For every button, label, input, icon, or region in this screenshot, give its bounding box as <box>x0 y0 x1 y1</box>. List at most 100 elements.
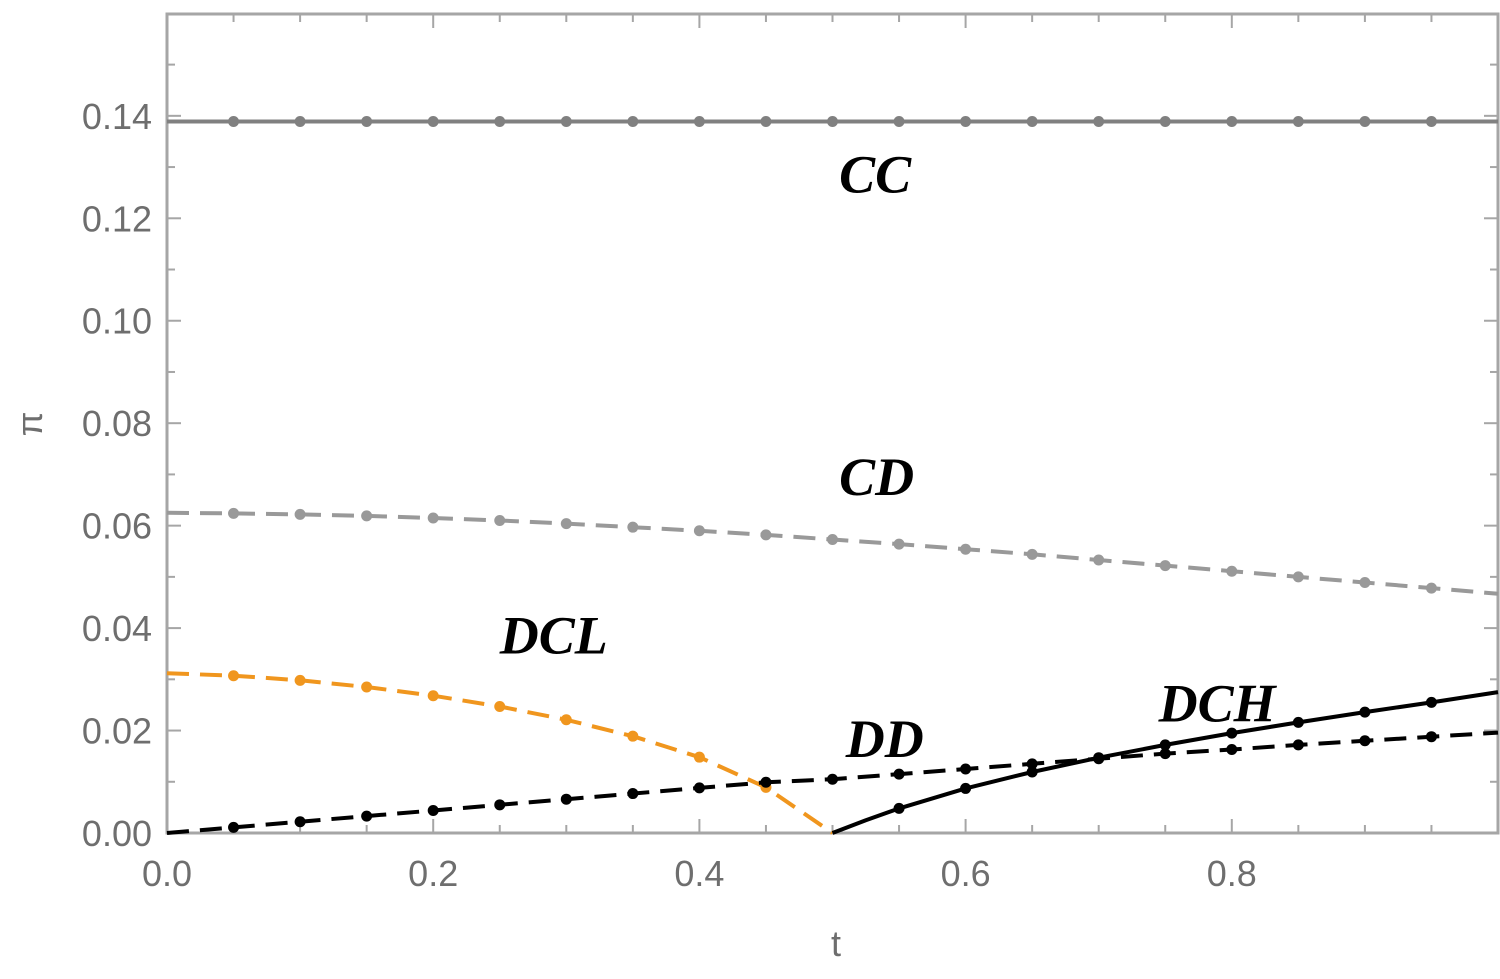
point-cd <box>560 518 572 530</box>
series-label-cc: CC <box>839 145 912 205</box>
point-dd <box>427 804 439 816</box>
point-dd <box>1359 735 1371 747</box>
point-dd <box>294 816 306 828</box>
point-dch <box>960 782 972 794</box>
x-tick-label: 0.2 <box>408 853 458 894</box>
point-cc <box>960 115 972 127</box>
point-dd <box>560 793 572 805</box>
y-axis-title: π <box>9 412 50 437</box>
point-cd <box>893 538 905 550</box>
point-dd <box>827 773 838 785</box>
series-label-dch: DCH <box>1158 673 1278 733</box>
series-labels: CC CD DCL DD DCH <box>499 145 1278 770</box>
series-line-dch <box>831 690 1499 835</box>
point-cc <box>1292 115 1304 127</box>
point-cc <box>1425 115 1437 127</box>
tick-labels: 0.0 0.2 0.4 0.6 0.8 0.00 0.02 0.04 0.06 0.08 0.10 0… <box>82 96 1257 894</box>
point-cc <box>494 115 506 127</box>
point-dch <box>1425 696 1437 708</box>
point-cd <box>1359 577 1371 589</box>
y-tick-label: 0.04 <box>82 608 152 649</box>
y-tick-label: 0.14 <box>82 96 152 137</box>
point-cc <box>1359 115 1371 127</box>
point-cc <box>1159 115 1171 127</box>
point-dch <box>1159 739 1171 751</box>
x-tick-label: 0.4 <box>674 853 724 894</box>
point-dcl <box>494 700 506 712</box>
x-axis-title: t <box>831 923 841 964</box>
y-tick-label: 0.10 <box>82 301 152 342</box>
point-cc <box>1093 115 1105 127</box>
series-label-dcl: DCL <box>499 606 608 666</box>
point-cd <box>427 512 439 524</box>
y-tick-label: 0.02 <box>82 711 152 752</box>
point-cd <box>361 510 373 522</box>
series-label-dd: DD <box>845 709 924 769</box>
point-dch <box>893 802 905 814</box>
point-cd <box>1425 582 1437 594</box>
point-dd <box>960 763 972 775</box>
plot-frame <box>165 12 1500 835</box>
point-dd <box>361 810 373 822</box>
point-cc <box>1026 115 1038 127</box>
point-dd <box>760 776 772 788</box>
point-cc <box>693 115 705 127</box>
point-dcl <box>228 670 240 682</box>
y-tick-label: 0.06 <box>82 506 152 547</box>
series-markers <box>228 115 1437 833</box>
point-cc <box>228 115 240 127</box>
point-dd <box>228 821 240 833</box>
point-dd <box>893 768 905 780</box>
point-cc <box>427 115 439 127</box>
point-dch <box>1093 752 1105 764</box>
point-dcl <box>693 751 705 763</box>
point-cd <box>627 521 639 533</box>
point-dd <box>1425 731 1437 743</box>
point-dd <box>1026 758 1038 770</box>
point-cd <box>1226 565 1238 577</box>
x-tick-label: 0.8 <box>1207 853 1257 894</box>
point-dd <box>693 782 705 794</box>
x-tick-label: 0.0 <box>142 853 192 894</box>
point-cd <box>693 525 705 537</box>
point-dcl <box>427 690 439 702</box>
point-dcl <box>361 681 373 693</box>
point-cd <box>494 515 506 527</box>
point-cd <box>294 508 306 520</box>
point-cd <box>1026 548 1038 560</box>
point-cd <box>1093 554 1105 566</box>
point-cc <box>760 115 772 127</box>
y-tick-label: 0.00 <box>82 813 152 854</box>
point-dcl <box>627 730 639 742</box>
point-cd <box>1159 560 1171 572</box>
point-dch <box>1359 706 1371 718</box>
point-dd <box>1226 744 1238 756</box>
point-cd <box>827 533 838 545</box>
point-cc <box>627 115 639 127</box>
y-tick-label: 0.12 <box>82 198 152 239</box>
point-dcl <box>560 714 572 726</box>
point-cc <box>893 115 905 127</box>
point-cc <box>560 115 572 127</box>
point-cc <box>361 115 373 127</box>
point-cd <box>1292 571 1304 583</box>
point-dcl <box>294 674 306 686</box>
axis-ticks <box>166 14 1499 834</box>
point-cc <box>1226 115 1238 127</box>
point-cd <box>760 529 772 541</box>
point-dd <box>1159 748 1171 760</box>
point-cc <box>294 115 306 127</box>
point-cc <box>827 115 838 127</box>
point-dd <box>627 788 639 800</box>
point-dch <box>1026 766 1038 778</box>
y-tick-label: 0.08 <box>82 403 152 444</box>
point-dch <box>1226 727 1238 739</box>
point-dd <box>494 799 506 811</box>
point-cd <box>960 543 972 555</box>
series-label-cd: CD <box>839 447 914 507</box>
point-dd <box>1292 739 1304 751</box>
x-tick-label: 0.6 <box>941 853 991 894</box>
point-cd <box>228 507 240 519</box>
point-dch <box>1292 716 1304 728</box>
